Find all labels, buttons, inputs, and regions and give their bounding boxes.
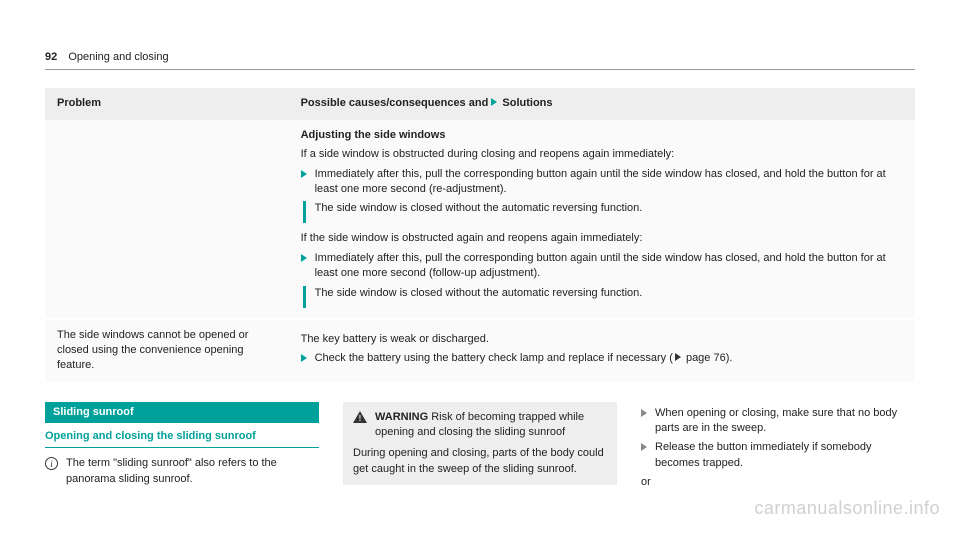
bullet-item: The side window is closed without the au… <box>301 286 903 308</box>
triangle-icon <box>301 170 307 178</box>
bullet-item: Release the button immediately if somebo… <box>641 440 915 471</box>
arrow-icon <box>491 98 497 106</box>
bullet-item: Immediately after this, pull the corresp… <box>301 167 903 198</box>
subsection-heading: Opening and closing the sliding sunroof <box>45 429 319 448</box>
triangle-gray-icon <box>641 409 647 417</box>
cause-text: The key battery is weak or discharged. <box>301 332 903 347</box>
or-text: or <box>641 475 915 490</box>
bullet-item: Check the battery using the battery chec… <box>301 351 903 366</box>
warning-header: WARNING Risk of becoming trapped while o… <box>353 410 607 441</box>
solution-cell-1: Adjusting the side windows If a side win… <box>289 120 915 319</box>
bullet-text: Immediately after this, pull the corresp… <box>315 167 903 198</box>
warning-body: During opening and closing, parts of the… <box>353 446 607 477</box>
arrow-dark-icon <box>675 353 681 361</box>
action-text: Check the battery using the battery chec… <box>315 351 733 366</box>
table-header-row: Problem Possible causes/consequences and… <box>45 88 915 119</box>
column-3: When opening or closing, make sure that … <box>641 402 915 495</box>
bullet-text: When opening or closing, make sure that … <box>655 406 915 437</box>
intro-2: If the side window is obstructed again a… <box>301 231 903 246</box>
chapter-title: Opening and closing <box>68 51 168 63</box>
table-row: Adjusting the side windows If a side win… <box>45 120 915 319</box>
column-2: WARNING Risk of becoming trapped while o… <box>343 402 617 495</box>
problem-cell: The side windows cannot be opened or clo… <box>45 319 289 383</box>
triangle-icon <box>301 354 307 362</box>
header-solutions-suffix: Solutions <box>502 97 552 109</box>
info-note: i The term "sliding sunroof" also refers… <box>45 456 319 487</box>
intro-1: If a side window is obstructed during cl… <box>301 147 903 162</box>
bullet-item: When opening or closing, make sure that … <box>641 406 915 437</box>
warning-triangle-icon <box>353 411 367 423</box>
column-1: Sliding sunroof Opening and closing the … <box>45 402 319 495</box>
bar-icon <box>303 286 306 308</box>
info-text: The term "sliding sunroof" also refers t… <box>66 456 319 487</box>
action-page: page 76). <box>683 352 733 364</box>
bullet-text: The side window is closed without the au… <box>315 201 643 216</box>
bullet-text: The side window is closed without the au… <box>315 286 643 301</box>
bullet-item: The side window is closed without the au… <box>301 201 903 223</box>
page-header: 92 Opening and closing <box>45 50 915 70</box>
watermark: carmanualsonline.info <box>754 496 940 521</box>
info-icon: i <box>45 457 58 470</box>
triangle-icon <box>301 254 307 262</box>
bar-icon <box>303 201 306 223</box>
bullet-text: Release the button immediately if somebo… <box>655 440 915 471</box>
warning-box: WARNING Risk of becoming trapped while o… <box>343 402 617 486</box>
action-prefix: Check the battery using the battery chec… <box>315 352 673 364</box>
problem-cell-empty <box>45 120 289 319</box>
troubleshooting-table: Problem Possible causes/consequences and… <box>45 88 915 383</box>
solution-cell-2: The key battery is weak or discharged. C… <box>289 319 915 383</box>
adjusting-title: Adjusting the side windows <box>301 128 903 143</box>
bullet-text: Immediately after this, pull the corresp… <box>315 251 903 282</box>
content-columns: Sliding sunroof Opening and closing the … <box>45 402 915 495</box>
header-problem: Problem <box>45 88 289 119</box>
warning-label: WARNING <box>375 411 428 423</box>
header-solutions-prefix: Possible causes/consequences and <box>301 97 492 109</box>
bullet-item: Immediately after this, pull the corresp… <box>301 251 903 282</box>
header-solutions: Possible causes/consequences and Solutio… <box>289 88 915 119</box>
table-row: The side windows cannot be opened or clo… <box>45 319 915 383</box>
page-number: 92 <box>45 51 57 63</box>
section-heading: Sliding sunroof <box>45 402 319 423</box>
triangle-gray-icon <box>641 443 647 451</box>
warning-title-wrap: WARNING Risk of becoming trapped while o… <box>375 410 607 441</box>
